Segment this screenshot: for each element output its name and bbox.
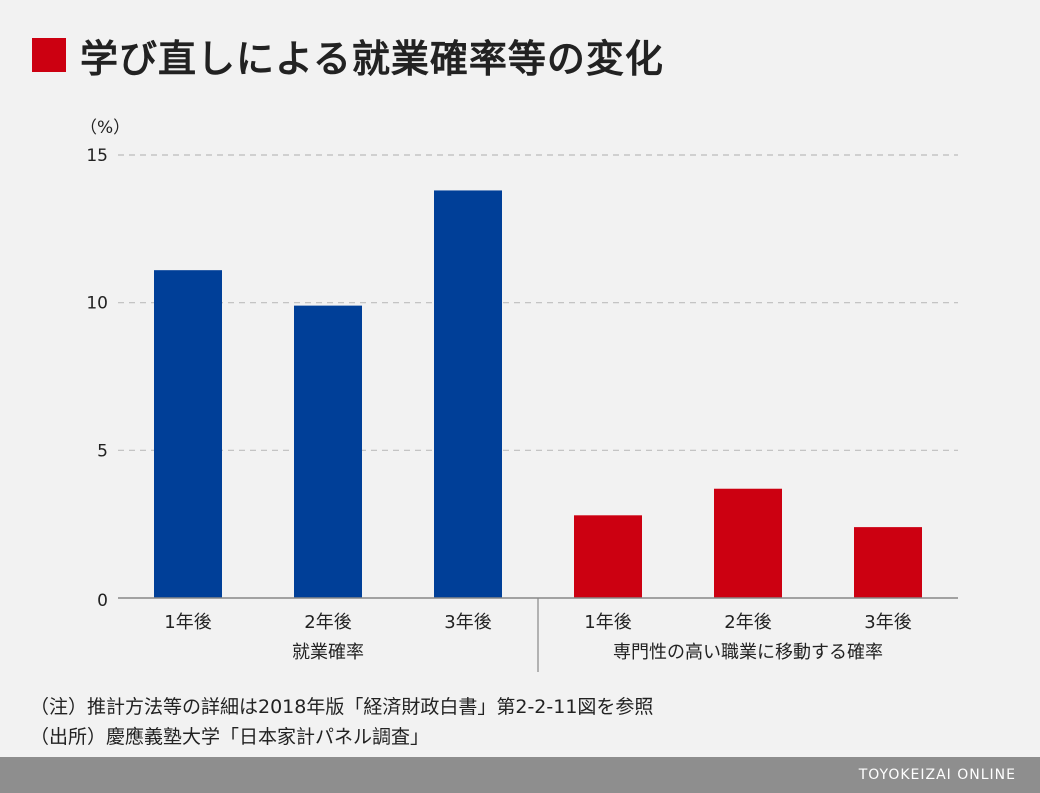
bar-group2-2 — [714, 488, 782, 598]
title-marker — [32, 38, 66, 72]
chart-title-block: 学び直しによる就業確率等の変化 — [32, 30, 664, 81]
x-tick-label-6: 3年後 — [864, 612, 911, 633]
y-tick-label-0: 0 — [97, 591, 108, 611]
bar-group1-1 — [154, 270, 222, 598]
x-tick-label-3: 3年後 — [444, 612, 491, 633]
bar-group1-2 — [294, 305, 362, 598]
x-tick-label-2: 2年後 — [304, 612, 351, 633]
y-tick-label-10: 10 — [86, 294, 108, 314]
chart-title: 学び直しによる就業確率等の変化 — [80, 36, 664, 81]
note-method: （注）推計方法等の詳細は2018年版「経済財政白書」第2-2-11図を参照 — [30, 696, 654, 718]
note-source: （出所）慶應義塾大学「日本家計パネル調査」 — [30, 726, 430, 748]
notes: （注）推計方法等の詳細は2018年版「経済財政白書」第2-2-11図を参照 （出… — [30, 692, 653, 752]
footer-bar: TOYOKEIZAI ONLINE — [0, 757, 1040, 793]
group-label-1: 就業確率 — [292, 642, 364, 663]
bar-group2-3 — [854, 527, 922, 598]
x-tick-label-4: 1年後 — [584, 612, 631, 633]
y-tick-label-5: 5 — [97, 441, 108, 461]
y-tick-label-15: 15 — [86, 146, 108, 166]
x-tick-label-5: 2年後 — [724, 612, 771, 633]
bar-group2-1 — [574, 515, 642, 598]
x-tick-label-1: 1年後 — [164, 612, 211, 633]
footer-brand: TOYOKEIZAI ONLINE — [858, 767, 1016, 783]
group-label-2: 専門性の高い職業に移動する確率 — [613, 642, 883, 663]
y-axis-unit-label: （%） — [80, 118, 130, 138]
bar-group1-3 — [434, 190, 502, 598]
